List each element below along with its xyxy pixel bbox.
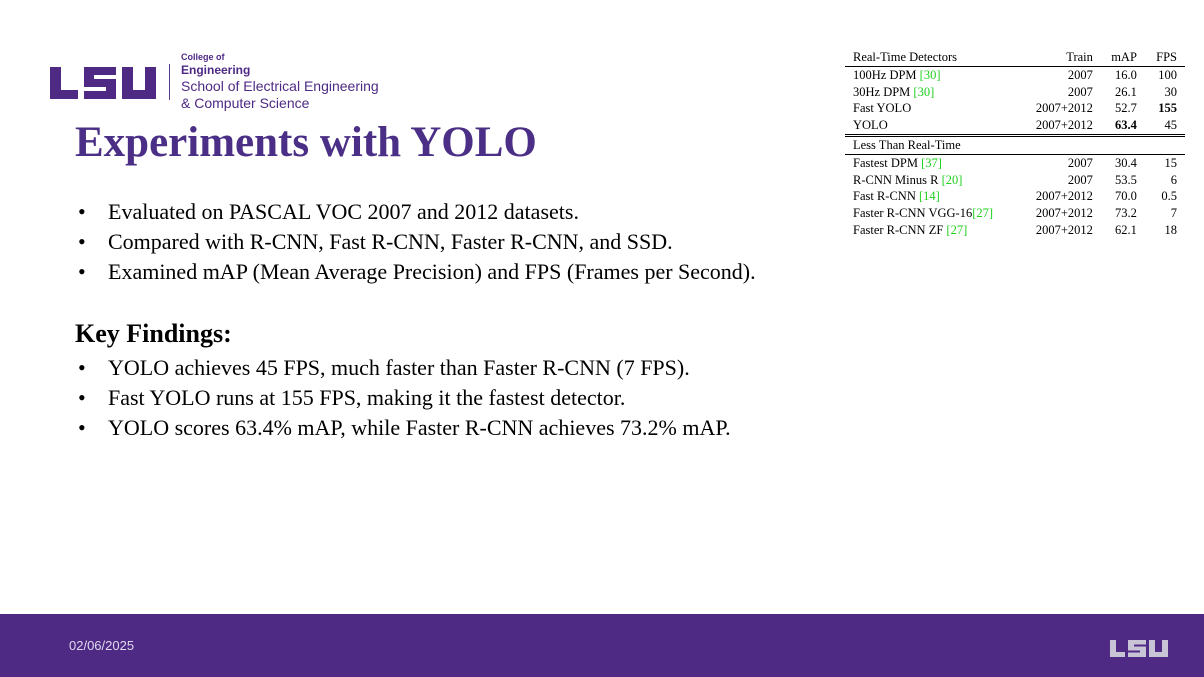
row-map: 73.2 (1115, 206, 1137, 221)
row-name: Faster R-CNN VGG-16 (853, 206, 973, 221)
key-findings-heading: Key Findings: (75, 319, 232, 348)
row-train: 2007 (1067, 155, 1093, 170)
citation-link[interactable]: [27] (972, 206, 994, 221)
table-row: YOLO 2007+2012 63.4 45 (845, 117, 1185, 135)
results-table: Real-Time Detectors Train mAP FPS 100Hz … (845, 49, 1185, 239)
row-train: 2007+2012 (1035, 118, 1093, 133)
slide-title: Experiments with YOLO (75, 119, 537, 166)
logo-divider (169, 64, 170, 100)
logo-college: College of (181, 52, 225, 62)
row-map: 53.5 (1115, 172, 1137, 187)
row-train: 2007+2012 (1035, 222, 1093, 237)
row-fps: 45 (1164, 118, 1178, 133)
row-name: R-CNN Minus R (853, 172, 942, 187)
key-findings-bullets: YOLO achieves 45 FPS, much faster than F… (75, 353, 731, 443)
footer-bar: 02/06/2025 (0, 614, 1204, 677)
row-train: 2007 (1067, 172, 1093, 187)
header-train: Train (1008, 49, 1093, 67)
header-fps: FPS (1136, 49, 1185, 67)
row-fps: 155 (1158, 101, 1177, 116)
table-row: R-CNN Minus R [20] 2007 53.5 6 (845, 172, 1185, 189)
table-section-row: Less Than Real-Time (845, 134, 1185, 155)
row-map: 30.4 (1115, 155, 1137, 170)
finding-item: YOLO scores 63.4% mAP, while Faster R-CN… (75, 413, 731, 443)
section-label: Less Than Real-Time (845, 134, 1185, 155)
row-map: 16.0 (1115, 67, 1137, 82)
citation-link[interactable]: [14] (918, 189, 940, 204)
bullet-item: Evaluated on PASCAL VOC 2007 and 2012 da… (75, 197, 756, 227)
row-fps: 6 (1170, 172, 1177, 187)
row-fps: 18 (1164, 222, 1178, 237)
citation-link[interactable]: [37] (921, 155, 942, 170)
citation-link[interactable]: [20] (941, 172, 963, 187)
row-train: 2007+2012 (1035, 206, 1093, 221)
row-map: 52.7 (1115, 101, 1137, 116)
row-fps: 30 (1164, 84, 1178, 99)
row-fps: 15 (1164, 155, 1178, 170)
citation-link[interactable]: [30] (913, 84, 935, 99)
row-map: 62.1 (1115, 222, 1137, 237)
table-row: Fast R-CNN [14] 2007+2012 70.0 0.5 (845, 188, 1185, 205)
footer-date: 02/06/2025 (69, 638, 135, 653)
row-name: Fast YOLO (853, 101, 912, 116)
row-map: 63.4 (1115, 118, 1137, 133)
row-train: 2007 (1067, 67, 1093, 82)
row-fps: 100 (1158, 67, 1177, 82)
finding-item: YOLO achieves 45 FPS, much faster than F… (75, 353, 731, 383)
row-name: Faster R-CNN ZF (853, 222, 947, 237)
table-row: 30Hz DPM [30] 2007 26.1 30 (845, 84, 1185, 101)
row-map: 70.0 (1115, 189, 1137, 204)
citation-link[interactable]: [30] (919, 67, 941, 82)
table-header-row: Real-Time Detectors Train mAP FPS (845, 49, 1185, 67)
row-name: 30Hz DPM (853, 84, 914, 99)
logo-text: College of Engineering School of Electri… (181, 52, 421, 112)
row-name: Fastest DPM (853, 155, 922, 170)
row-fps: 0.5 (1161, 189, 1177, 204)
finding-item: Fast YOLO runs at 155 FPS, making it the… (75, 383, 731, 413)
header-map: mAP (1092, 49, 1137, 67)
row-map: 26.1 (1115, 84, 1137, 99)
experiment-bullets: Evaluated on PASCAL VOC 2007 and 2012 da… (75, 197, 756, 287)
header-detector: Real-Time Detectors (845, 49, 1008, 67)
row-name: YOLO (853, 118, 888, 133)
footer-lsu-logo-icon (1110, 640, 1168, 657)
row-train: 2007 (1067, 84, 1093, 99)
row-train: 2007+2012 (1035, 189, 1093, 204)
row-train: 2007+2012 (1035, 101, 1093, 116)
logo-school: School of Electrical Engineering (181, 78, 379, 94)
row-name: 100Hz DPM (853, 67, 920, 82)
table-row: Fastest DPM [37] 2007 30.4 15 (845, 154, 1185, 171)
bullet-item: Examined mAP (Mean Average Precision) an… (75, 257, 756, 287)
table-row: Faster R-CNN VGG-16[27] 2007+2012 73.2 7 (845, 205, 1185, 222)
row-fps: 7 (1170, 206, 1177, 221)
table-row: Faster R-CNN ZF [27] 2007+2012 62.1 18 (845, 222, 1185, 239)
citation-link[interactable]: [27] (946, 222, 968, 237)
logo-engineering: Engineering (181, 63, 251, 77)
lsu-logo-icon (50, 67, 156, 99)
bullet-item: Compared with R-CNN, Fast R-CNN, Faster … (75, 227, 756, 257)
table-row: 100Hz DPM [30] 2007 16.0 100 (845, 66, 1185, 83)
table-row: Fast YOLO 2007+2012 52.7 155 (845, 100, 1185, 117)
row-name: Fast R-CNN (853, 189, 919, 204)
logo-cs: & Computer Science (181, 95, 310, 111)
